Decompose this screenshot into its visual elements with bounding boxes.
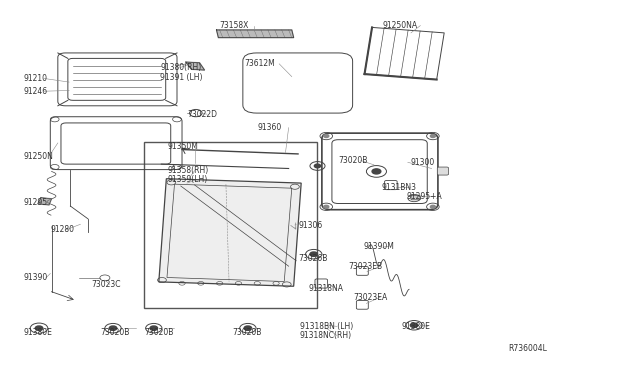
Polygon shape xyxy=(159,179,301,286)
Text: 73023C: 73023C xyxy=(91,280,120,289)
Circle shape xyxy=(109,326,116,330)
Circle shape xyxy=(324,205,329,208)
Text: 91295: 91295 xyxy=(24,198,48,207)
Text: 91380E: 91380E xyxy=(401,322,431,331)
Text: 91360: 91360 xyxy=(257,123,282,132)
Text: 91380(RH): 91380(RH) xyxy=(160,63,202,72)
Circle shape xyxy=(430,135,435,138)
Circle shape xyxy=(310,252,317,256)
Text: 73020B: 73020B xyxy=(339,156,368,165)
Text: 91295+A: 91295+A xyxy=(406,192,442,201)
Text: 91390M: 91390M xyxy=(364,242,395,251)
Circle shape xyxy=(410,323,418,327)
Text: 73020B: 73020B xyxy=(145,328,173,337)
Text: 91210: 91210 xyxy=(23,74,47,83)
Text: 91318NC(RH): 91318NC(RH) xyxy=(300,331,352,340)
Text: 91300: 91300 xyxy=(411,158,435,167)
Text: 91250NA: 91250NA xyxy=(383,21,418,30)
Circle shape xyxy=(244,326,252,330)
Text: 73022D: 73022D xyxy=(187,110,217,119)
Text: 91250N: 91250N xyxy=(24,152,54,161)
Text: 73612M: 73612M xyxy=(244,60,275,68)
FancyBboxPatch shape xyxy=(411,195,420,200)
Text: 91390: 91390 xyxy=(24,273,48,282)
Text: R736004L: R736004L xyxy=(508,344,547,353)
Circle shape xyxy=(150,326,157,330)
FancyBboxPatch shape xyxy=(437,167,449,175)
Text: 91350M: 91350M xyxy=(168,142,198,151)
Text: 91318NA: 91318NA xyxy=(308,284,344,293)
Text: 73023EA: 73023EA xyxy=(353,293,387,302)
Text: 9131BN3: 9131BN3 xyxy=(381,183,417,192)
Bar xyxy=(145,142,317,308)
Circle shape xyxy=(372,169,381,174)
Text: 91359(LH): 91359(LH) xyxy=(168,175,208,184)
Circle shape xyxy=(35,326,43,330)
Text: 91280: 91280 xyxy=(51,225,74,234)
Polygon shape xyxy=(186,62,205,70)
Polygon shape xyxy=(38,198,52,205)
Text: 73023EB: 73023EB xyxy=(348,262,382,271)
Text: 91246: 91246 xyxy=(23,87,47,96)
Polygon shape xyxy=(216,30,294,38)
Text: 73020B: 73020B xyxy=(232,328,262,337)
Text: 91391 (LH): 91391 (LH) xyxy=(160,73,203,82)
Text: 91358(RH): 91358(RH) xyxy=(168,166,209,175)
Text: 73158X: 73158X xyxy=(220,21,249,30)
Circle shape xyxy=(314,164,321,168)
Text: 91380E: 91380E xyxy=(24,328,53,337)
Text: 91318BN (LH): 91318BN (LH) xyxy=(300,322,353,331)
Text: 91306: 91306 xyxy=(298,221,323,230)
Text: 73026B: 73026B xyxy=(298,254,328,263)
Circle shape xyxy=(430,205,435,208)
Circle shape xyxy=(324,135,329,138)
Text: 73020B: 73020B xyxy=(100,328,130,337)
